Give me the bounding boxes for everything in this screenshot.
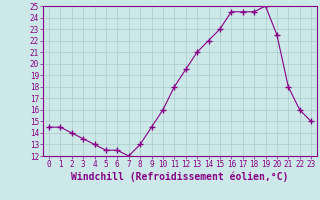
X-axis label: Windchill (Refroidissement éolien,°C): Windchill (Refroidissement éolien,°C) bbox=[71, 172, 289, 182]
